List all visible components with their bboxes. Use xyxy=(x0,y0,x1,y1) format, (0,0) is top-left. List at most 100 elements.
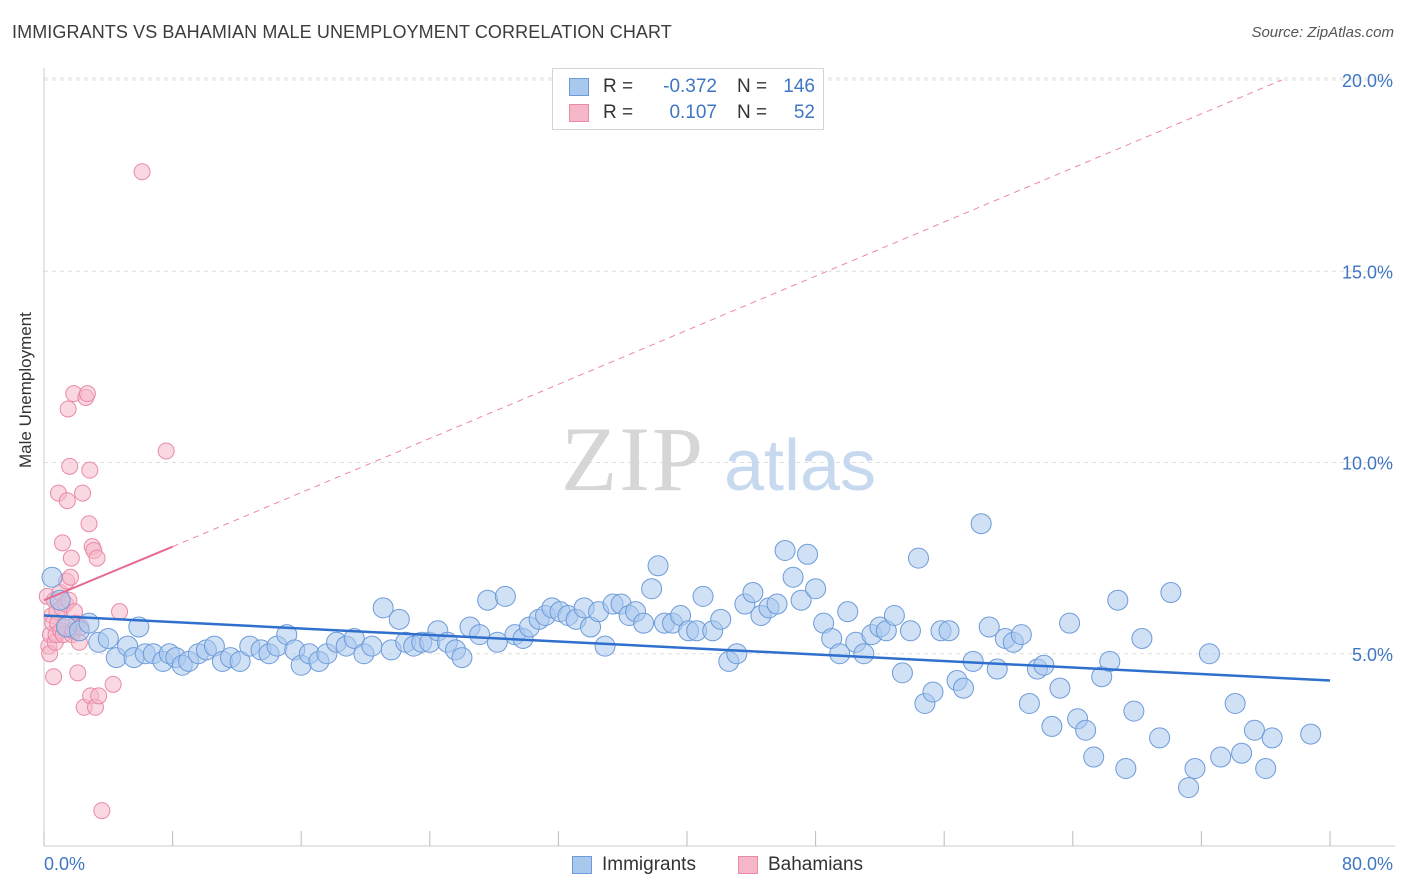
immigrants-point xyxy=(692,585,714,607)
immigrants-point xyxy=(1160,582,1182,604)
immigrants-point xyxy=(938,620,960,642)
immigrants-point xyxy=(1123,700,1145,722)
immigrants-point xyxy=(451,647,473,669)
immigrants-point xyxy=(1224,692,1246,714)
bahamians-point xyxy=(93,802,111,820)
y-axis-label: Male Unemployment xyxy=(16,312,35,468)
bahamians-point xyxy=(80,515,98,533)
immigrants-point xyxy=(766,593,788,615)
immigrants-point xyxy=(1010,624,1032,646)
source-label: Source: ZipAtlas.com xyxy=(1251,24,1394,41)
y-tick-label: 20.0% xyxy=(1342,71,1393,91)
y-tick-label: 15.0% xyxy=(1342,262,1393,282)
immigrants-point xyxy=(633,612,655,634)
immigrants-point xyxy=(1083,746,1105,768)
stats-row-immigrants: R = -0.372 N = 146 xyxy=(569,74,815,100)
bahamians-point xyxy=(62,549,80,567)
immigrants-point xyxy=(891,662,913,684)
immigrants-point xyxy=(797,543,819,565)
bahamians-point xyxy=(69,664,87,682)
n-label: N = xyxy=(737,102,768,123)
bahamians-point xyxy=(157,442,175,460)
immigrants-point xyxy=(1255,758,1277,779)
bahamians-point xyxy=(111,603,129,621)
immigrants-points xyxy=(41,513,1322,799)
bahamians-legend-icon xyxy=(738,856,758,874)
immigrants-point xyxy=(1184,758,1206,779)
immigrants-point xyxy=(1198,643,1220,665)
r-label: R = xyxy=(603,76,634,97)
immigrants-point xyxy=(1300,723,1322,745)
n-label: N = xyxy=(737,76,768,97)
immigrants-point xyxy=(494,585,516,607)
immigrants-point xyxy=(1075,719,1097,741)
immigrants-point xyxy=(1178,777,1200,799)
immigrants-point xyxy=(790,589,812,611)
immigrants-point xyxy=(477,589,499,611)
immigrants-point xyxy=(388,608,410,630)
immigrants-point xyxy=(647,555,669,577)
legend-label-bahamians: Bahamians xyxy=(768,854,864,875)
trend-lines xyxy=(43,79,1331,682)
legend-label-immigrants: Immigrants xyxy=(602,854,696,875)
y-tick-label: 10.0% xyxy=(1342,454,1393,474)
legend-immigrants[interactable]: Immigrants xyxy=(572,852,696,878)
immigrants-point xyxy=(1261,727,1283,749)
stats-box: R = -0.372 N = 146 R = 0.107 N = 52 xyxy=(552,68,824,130)
immigrants-swatch-icon xyxy=(569,78,589,96)
bahamians-swatch-icon xyxy=(569,104,589,122)
immigrants-point xyxy=(782,566,804,588)
immigrants-point xyxy=(853,643,875,665)
bahamians-point xyxy=(81,461,99,479)
watermark-zip: ZIP xyxy=(561,408,705,510)
immigrants-point xyxy=(986,658,1008,680)
legend-bahamians[interactable]: Bahamians xyxy=(738,852,863,878)
chart-title: IMMIGRANTS VS BAHAMIAN MALE UNEMPLOYMENT… xyxy=(12,22,672,42)
immigrants-point xyxy=(469,624,491,646)
immigrants-point xyxy=(343,627,365,649)
bahamians-point xyxy=(90,687,108,705)
immigrants-point xyxy=(97,627,119,649)
immigrants-point xyxy=(1149,727,1171,749)
immigrants-point xyxy=(594,635,616,657)
grid-lines xyxy=(44,77,1395,655)
immigrants-point xyxy=(1131,627,1153,649)
n-value-bahamians: 52 xyxy=(793,102,815,123)
r-label: R = xyxy=(603,102,634,123)
immigrants-point xyxy=(1231,742,1253,764)
immigrants-point xyxy=(1210,746,1232,768)
immigrants-point xyxy=(229,650,251,672)
immigrants-point xyxy=(78,612,100,634)
immigrants-legend-icon xyxy=(572,856,592,874)
immigrants-point xyxy=(742,582,764,604)
bahamians-point xyxy=(45,668,63,686)
bahamians-points xyxy=(38,163,175,820)
immigrants-trend-line xyxy=(43,614,1331,682)
bahamians-point xyxy=(133,163,151,181)
immigrants-point xyxy=(922,681,944,703)
y-tick-label: 5.0% xyxy=(1352,645,1393,665)
bahamians-point xyxy=(53,534,71,552)
immigrants-point xyxy=(1041,715,1063,737)
bahamians-point xyxy=(61,457,79,475)
immigrants-point xyxy=(970,513,992,535)
immigrants-point xyxy=(899,620,921,642)
immigrants-point xyxy=(41,566,63,588)
r-value-bahamians: 0.107 xyxy=(669,102,717,123)
bahamians-point xyxy=(62,568,80,586)
immigrants-point xyxy=(805,578,827,600)
n-value-immigrants: 146 xyxy=(783,76,815,97)
immigrants-point xyxy=(641,578,663,600)
immigrants-point xyxy=(486,631,508,653)
watermark-atlas: atlas xyxy=(724,426,876,506)
immigrants-point xyxy=(1243,719,1265,741)
bahamians-point xyxy=(74,484,92,502)
watermark: ZIP atlas xyxy=(561,408,876,510)
immigrants-point xyxy=(1049,677,1071,699)
immigrants-point xyxy=(837,601,859,623)
immigrants-point xyxy=(1099,650,1121,672)
immigrants-point xyxy=(774,539,796,561)
bahamians-point xyxy=(58,492,76,510)
immigrants-point xyxy=(1059,612,1081,634)
immigrants-point xyxy=(710,608,732,630)
